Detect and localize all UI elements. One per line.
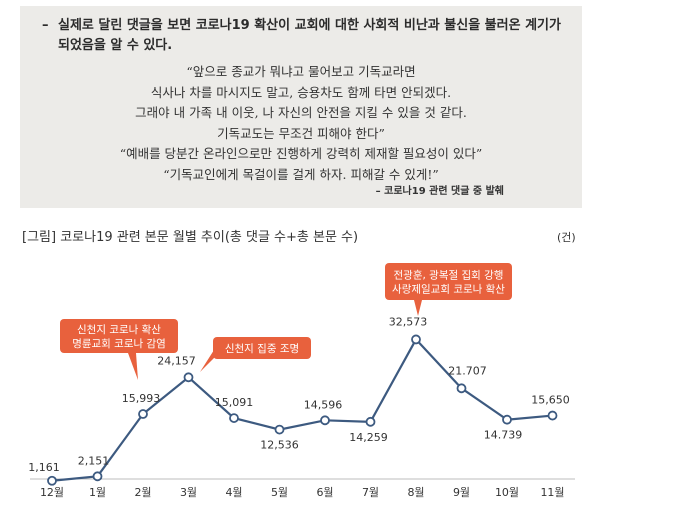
quote-line: 식사나 차를 마시지도 말고, 승용차도 함께 타면 안되겠다. — [150, 84, 452, 100]
data-label: 14,259 — [349, 431, 388, 444]
bullet-text: 실제로 달린 댓글을 보면 코로나19 확산이 교회에 대한 사회적 비난과 불… — [58, 18, 561, 53]
annotation-text: 사랑제일교회 코로나 확산 — [392, 283, 505, 296]
data-label: 24,157 — [157, 354, 196, 367]
x-tick-label: 8월 — [407, 486, 424, 499]
data-label: 15,993 — [122, 392, 161, 405]
annotation-callout — [60, 319, 178, 353]
data-point — [92, 471, 103, 482]
x-tick-label: 7월 — [362, 486, 379, 499]
x-tick-label: 11월 — [540, 486, 564, 499]
data-label: 15,650 — [531, 394, 570, 407]
annotation-callout — [213, 337, 311, 359]
data-label: 21.707 — [448, 364, 487, 377]
x-tick-label: 9월 — [453, 486, 470, 499]
quote-list: “앞으로 종교가 뭐냐고 물어보고 기독교라면 식사나 차를 마시지도 말고, … — [20, 62, 582, 185]
data-point — [47, 475, 57, 486]
x-tick-label: 3월 — [180, 486, 197, 499]
quote-line: “기독교인에게 목걸이를 걸게 하자. 피해갈 수 있게!” — [163, 166, 439, 182]
data-label: 12,536 — [260, 439, 299, 452]
data-label: 1,161 — [28, 461, 60, 474]
x-tick-label: 10월 — [495, 486, 519, 499]
data-point — [456, 383, 467, 394]
annotation-text: 전광훈, 광복절 집회 강행 — [394, 269, 504, 282]
quote-line: 그래야 내 가족 내 이웃, 나 자신의 안전을 지킬 수 있을 것 같다. — [135, 105, 467, 120]
data-point — [411, 334, 421, 345]
callout-pointer — [128, 353, 138, 380]
data-point — [365, 416, 376, 427]
data-label: 15,091 — [215, 396, 254, 409]
data-point — [320, 415, 330, 426]
annotation-text: 신천지 집중 조명 — [225, 343, 299, 355]
x-tick-label: 12월 — [40, 486, 64, 499]
data-point — [274, 424, 285, 435]
x-tick-label: 4월 — [225, 486, 242, 499]
data-point — [138, 409, 148, 419]
quote-box: – 실제로 달린 댓글을 보면 코로나19 확산이 교회에 대한 사회적 비난과… — [20, 6, 582, 208]
series-line — [51, 337, 553, 482]
bullet-dash: – — [42, 18, 49, 33]
figure-title: [그림] 코로나19 관련 본문 월별 추이(총 댓글 수+총 본문 수) — [22, 230, 359, 245]
x-tick-label: 2월 — [134, 486, 151, 499]
x-tick-label: 1월 — [89, 486, 106, 499]
quote-line: “앞으로 종교가 뭐냐고 물어보고 기독교라면 — [186, 64, 416, 79]
x-tick-label: 6월 — [316, 486, 333, 499]
annotation-text: 명륜교회 코로나 감염 — [72, 338, 166, 350]
data-label: 2,151 — [78, 454, 110, 467]
annotation-text: 신천지 코로나 확산 — [77, 323, 161, 336]
data-label: 14.739 — [484, 429, 523, 442]
annotation-callout — [385, 263, 512, 300]
data-point — [229, 413, 239, 423]
data-label: 14,596 — [304, 398, 343, 411]
data-point — [502, 414, 512, 425]
data-point — [547, 410, 558, 421]
bullet-paragraph: – 실제로 달린 댓글을 보면 코로나19 확산이 교회에 대한 사회적 비난과… — [42, 16, 574, 56]
quote-source: – 코로나19 관련 댓글 중 발췌 — [375, 186, 504, 197]
data-point — [183, 372, 194, 383]
quote-line: 기독교도는 무조건 피해야 한다” — [217, 125, 385, 141]
x-tick-label: 5월 — [271, 486, 288, 499]
unit-label: (건) — [557, 231, 576, 244]
data-label: 32,573 — [389, 315, 428, 328]
quote-line: “예배를 당분간 온라인으로만 진행하게 강력히 제재할 필요성이 있다” — [119, 146, 483, 161]
callout-pointer — [200, 350, 214, 372]
callout-pointer — [414, 300, 422, 316]
